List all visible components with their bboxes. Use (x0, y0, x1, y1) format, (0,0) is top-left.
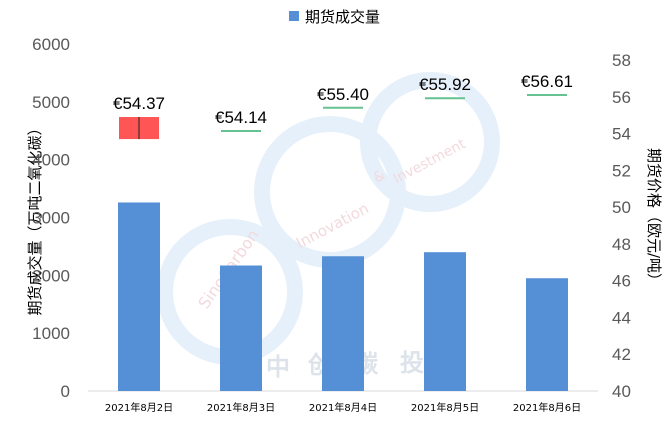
y-left-tick-label: 5000 (32, 93, 70, 112)
watermark-center-char-4: 投 (400, 349, 424, 377)
price-data-label: €54.37 (113, 94, 165, 113)
y-right-tick-label: 40 (612, 382, 631, 401)
price-candles: €54.37 €54.14 €55.40 €55.92 €56.61 (113, 72, 573, 140)
y-right-tick-label: 42 (612, 345, 631, 364)
y-left-tick-label: 1000 (32, 324, 70, 343)
legend-swatch (289, 11, 299, 21)
price-data-label: €56.61 (521, 72, 573, 91)
bars (118, 202, 568, 391)
volume-bar (220, 265, 262, 391)
y-left-tick-label: 2000 (32, 266, 70, 285)
price-data-label: €55.40 (317, 85, 369, 104)
x-tick-label: 2021年8月3日 (207, 401, 275, 414)
y-right-tick-label: 48 (612, 235, 631, 254)
y-right-tick-label: 46 (612, 272, 631, 291)
y-left-tick-label: 4000 (32, 151, 70, 170)
y-right-ticks: 40 42 44 46 48 50 52 54 56 58 (612, 51, 631, 401)
x-tick-label: 2021年8月5日 (411, 401, 479, 414)
x-tick-label: 2021年8月2日 (105, 401, 173, 414)
legend: 期货成交量 (289, 8, 380, 26)
legend-label: 期货成交量 (305, 8, 380, 26)
price-data-label: €55.92 (419, 75, 471, 94)
volume-bar (322, 256, 364, 391)
y-left-axis-title: 期货成交量（万吨二氧化碳） (26, 120, 44, 315)
volume-bar (118, 202, 160, 391)
x-ticks: 2021年8月2日 2021年8月3日 2021年8月4日 2021年8月5日 2021… (105, 401, 581, 414)
y-right-tick-label: 44 (612, 308, 631, 327)
y-left-ticks: 0 1000 2000 3000 4000 5000 6000 (32, 35, 70, 401)
watermark-center-char-1: 中 (266, 353, 290, 381)
y-right-tick-label: 58 (612, 51, 631, 70)
y-left-tick-label: 3000 (32, 209, 70, 228)
volume-bar (526, 278, 568, 391)
y-left-tick-label: 0 (61, 382, 70, 401)
y-right-tick-label: 50 (612, 198, 631, 217)
y-right-axis-title: 期货价格（欧元/吨） (645, 148, 663, 288)
y-right-tick-label: 52 (612, 161, 631, 180)
x-tick-label: 2021年8月6日 (513, 401, 581, 414)
price-data-label: €54.14 (215, 108, 267, 127)
y-right-tick-label: 54 (612, 125, 631, 144)
volume-bar (424, 252, 466, 391)
watermark-arc-text-4: Investment (391, 136, 469, 188)
x-tick-label: 2021年8月4日 (309, 401, 377, 414)
y-left-tick-label: 6000 (32, 35, 70, 54)
y-right-tick-label: 56 (612, 88, 631, 107)
